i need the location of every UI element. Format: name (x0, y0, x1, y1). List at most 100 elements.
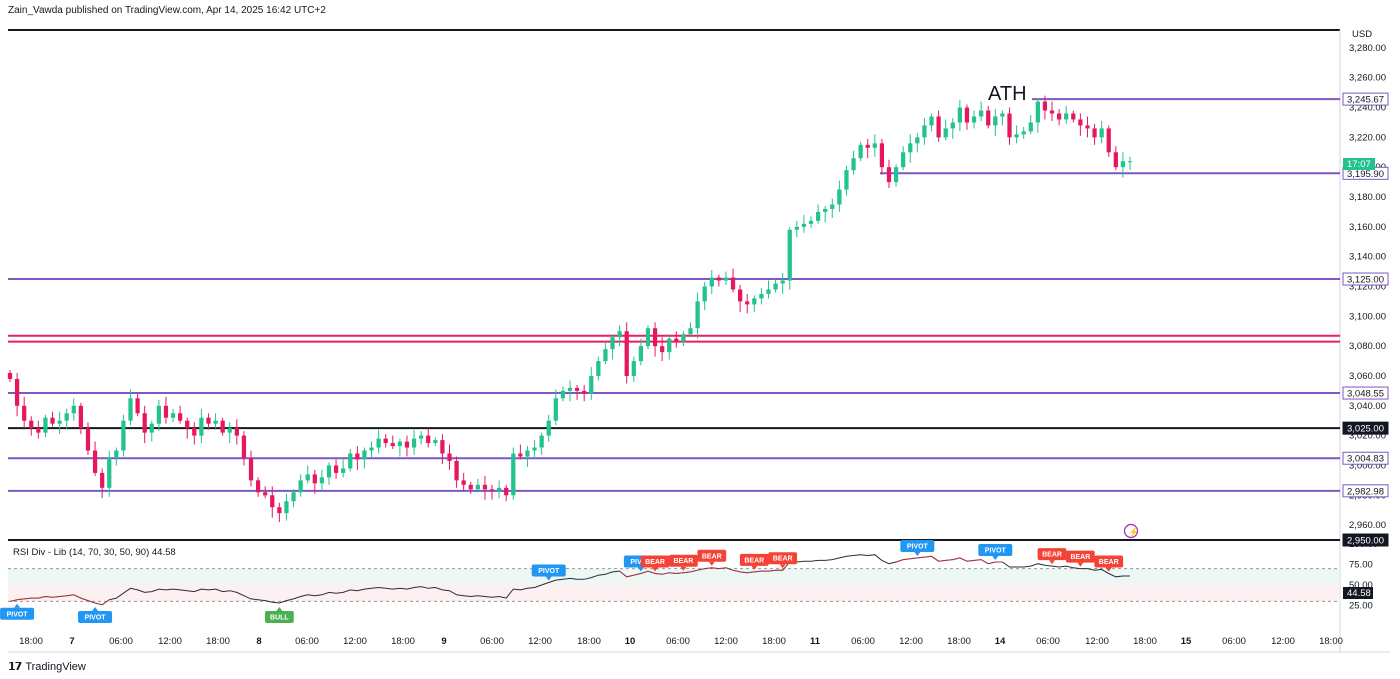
candle (220, 417, 225, 436)
candle (971, 110, 977, 129)
candle-body (419, 435, 424, 439)
marker-body (669, 554, 698, 567)
rsi-divergence-line (619, 561, 797, 578)
candle (922, 117, 927, 145)
candle-body (823, 208, 828, 212)
candle-body (957, 107, 962, 123)
time-tick-label: 7 (69, 636, 74, 647)
candle (1014, 125, 1019, 144)
time-tick-label: 12:00 (1271, 636, 1295, 647)
candle (206, 413, 211, 430)
candle (43, 414, 48, 438)
rsi-marker-pivot: PIVOT (78, 607, 113, 624)
marker-body (768, 552, 798, 565)
candle-body (943, 128, 948, 138)
candle (851, 150, 856, 175)
time-tick-label: 12:00 (899, 636, 923, 647)
price-tick-label: 3,120.00 (1349, 281, 1386, 292)
price-tick-label: 3,280.00 (1349, 43, 1386, 54)
candle (716, 274, 721, 287)
candle-body (766, 289, 771, 294)
candle (426, 428, 431, 448)
candle-body (185, 420, 190, 429)
candle-body (1071, 113, 1076, 120)
candle (135, 393, 140, 417)
candle-body (979, 110, 984, 117)
candle-body (341, 468, 346, 473)
marker-body (640, 555, 670, 568)
time-tick-label: 10 (625, 636, 636, 647)
countdown-label: 17:07 (1347, 159, 1371, 170)
candle-body (142, 413, 147, 433)
candle-body (348, 453, 353, 469)
candle-body (248, 457, 254, 481)
candle (603, 341, 608, 365)
candle-body (901, 152, 906, 168)
candle-body (908, 143, 913, 153)
candle (957, 100, 962, 132)
candle (1028, 115, 1033, 135)
marker-body (978, 544, 1013, 557)
price-tick-label: 3,040.00 (1349, 401, 1386, 412)
marker-pointer (708, 561, 715, 566)
candle-body (170, 413, 176, 418)
candle-body (383, 438, 388, 444)
candle-body (468, 484, 473, 490)
rsi-marker-pivot: PIVOT (0, 603, 35, 620)
candle (560, 386, 566, 402)
candle-body (43, 417, 48, 433)
candle (454, 456, 459, 488)
candle (738, 285, 743, 312)
marker-body (697, 549, 727, 562)
tradingview-brand[interactable]: 𝟭𝟳 TradingView (8, 660, 86, 674)
candle (85, 422, 91, 455)
candle-body (1028, 122, 1033, 132)
candle-body (57, 420, 62, 424)
candle (886, 159, 892, 189)
price-tick-label: 3,160.00 (1349, 222, 1386, 233)
level-price-badge (1342, 451, 1389, 465)
candle (759, 287, 764, 305)
level-price-badge (1342, 272, 1389, 286)
time-tick-label: 12:00 (343, 636, 367, 647)
candle (319, 469, 325, 493)
candle (170, 408, 176, 423)
price-tick-label: 3,000.00 (1349, 460, 1386, 471)
candle-body (1000, 113, 1005, 117)
candle-body (915, 137, 920, 144)
candle-body (1127, 161, 1133, 163)
candle (390, 435, 395, 450)
candle-body (738, 289, 743, 302)
candle-body (886, 167, 892, 183)
candle (383, 434, 388, 448)
candle-body (114, 450, 119, 458)
marker-pointer (92, 607, 99, 612)
marker-body (531, 564, 566, 577)
marker-body (1065, 550, 1095, 563)
candle-body (192, 428, 197, 436)
candle-body (426, 435, 431, 444)
rsi-tick-label: 25.00 (1349, 601, 1373, 612)
candle (702, 282, 707, 311)
candle (915, 132, 920, 153)
candle-body (14, 378, 20, 406)
candle-body (71, 405, 76, 414)
rsi-tick-label: 50.00 (1349, 580, 1373, 591)
tradingview-logo-icon: 𝟭𝟳 (8, 661, 22, 673)
time-tick-label: 18:00 (19, 636, 43, 647)
candle (1120, 152, 1126, 178)
candle-body (1106, 128, 1111, 153)
candle (936, 110, 941, 142)
candle (78, 402, 84, 435)
price-tick-label: 3,080.00 (1349, 341, 1386, 352)
candle (752, 295, 757, 312)
candle (355, 446, 360, 470)
candle (808, 216, 814, 229)
candle (1113, 146, 1118, 171)
marker-pointer (14, 603, 21, 608)
candle-body (539, 435, 544, 448)
candle (979, 101, 984, 121)
candle-body (263, 492, 268, 496)
candle (631, 356, 636, 382)
